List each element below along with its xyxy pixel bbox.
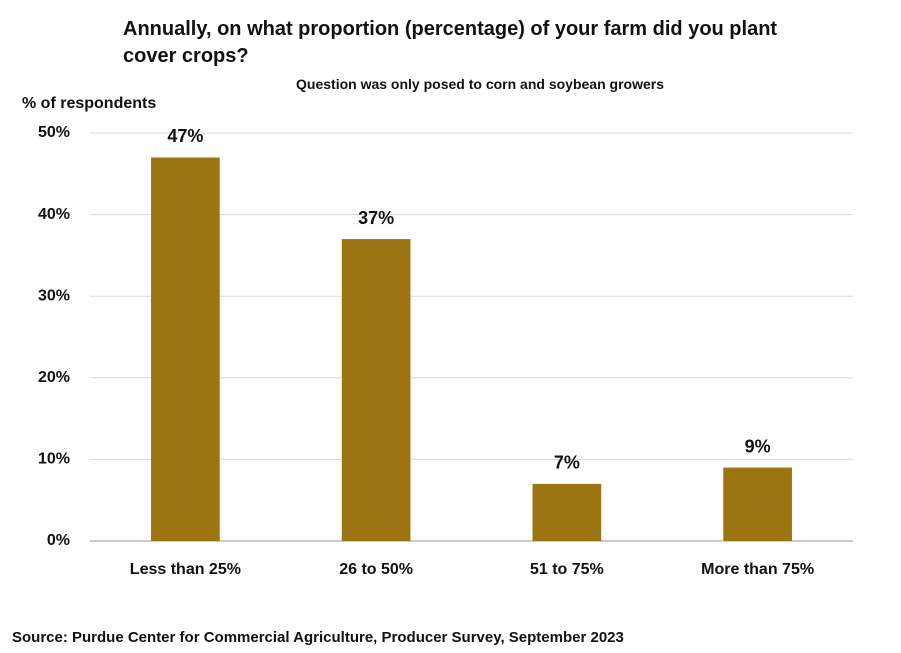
y-tick-label: 20%	[38, 369, 70, 386]
chart-subtitle: Question was only posed to corn and soyb…	[296, 76, 664, 92]
x-tick-label: Less than 25%	[130, 561, 241, 578]
data-label: 37%	[358, 208, 394, 228]
y-tick-label: 0%	[47, 532, 70, 549]
y-tick-label: 40%	[38, 206, 70, 223]
data-label: 9%	[745, 436, 771, 456]
source-note: Source: Purdue Center for Commercial Agr…	[12, 629, 624, 646]
x-tick-label: More than 75%	[701, 561, 814, 578]
data-label: 47%	[167, 126, 203, 146]
x-tick-label: 26 to 50%	[339, 561, 413, 578]
bar	[532, 483, 602, 541]
bar	[341, 239, 411, 541]
data-label: 7%	[554, 453, 580, 473]
y-axis-label: % of respondents	[22, 95, 157, 112]
y-tick-label: 30%	[38, 287, 70, 304]
x-tick-label: 51 to 75%	[530, 561, 604, 578]
bar	[151, 157, 220, 542]
y-tick-label: 10%	[38, 451, 70, 468]
chart-title: Annually, on what proportion (percentage…	[123, 18, 778, 67]
y-tick-label: 50%	[38, 124, 70, 141]
bar	[723, 467, 792, 541]
